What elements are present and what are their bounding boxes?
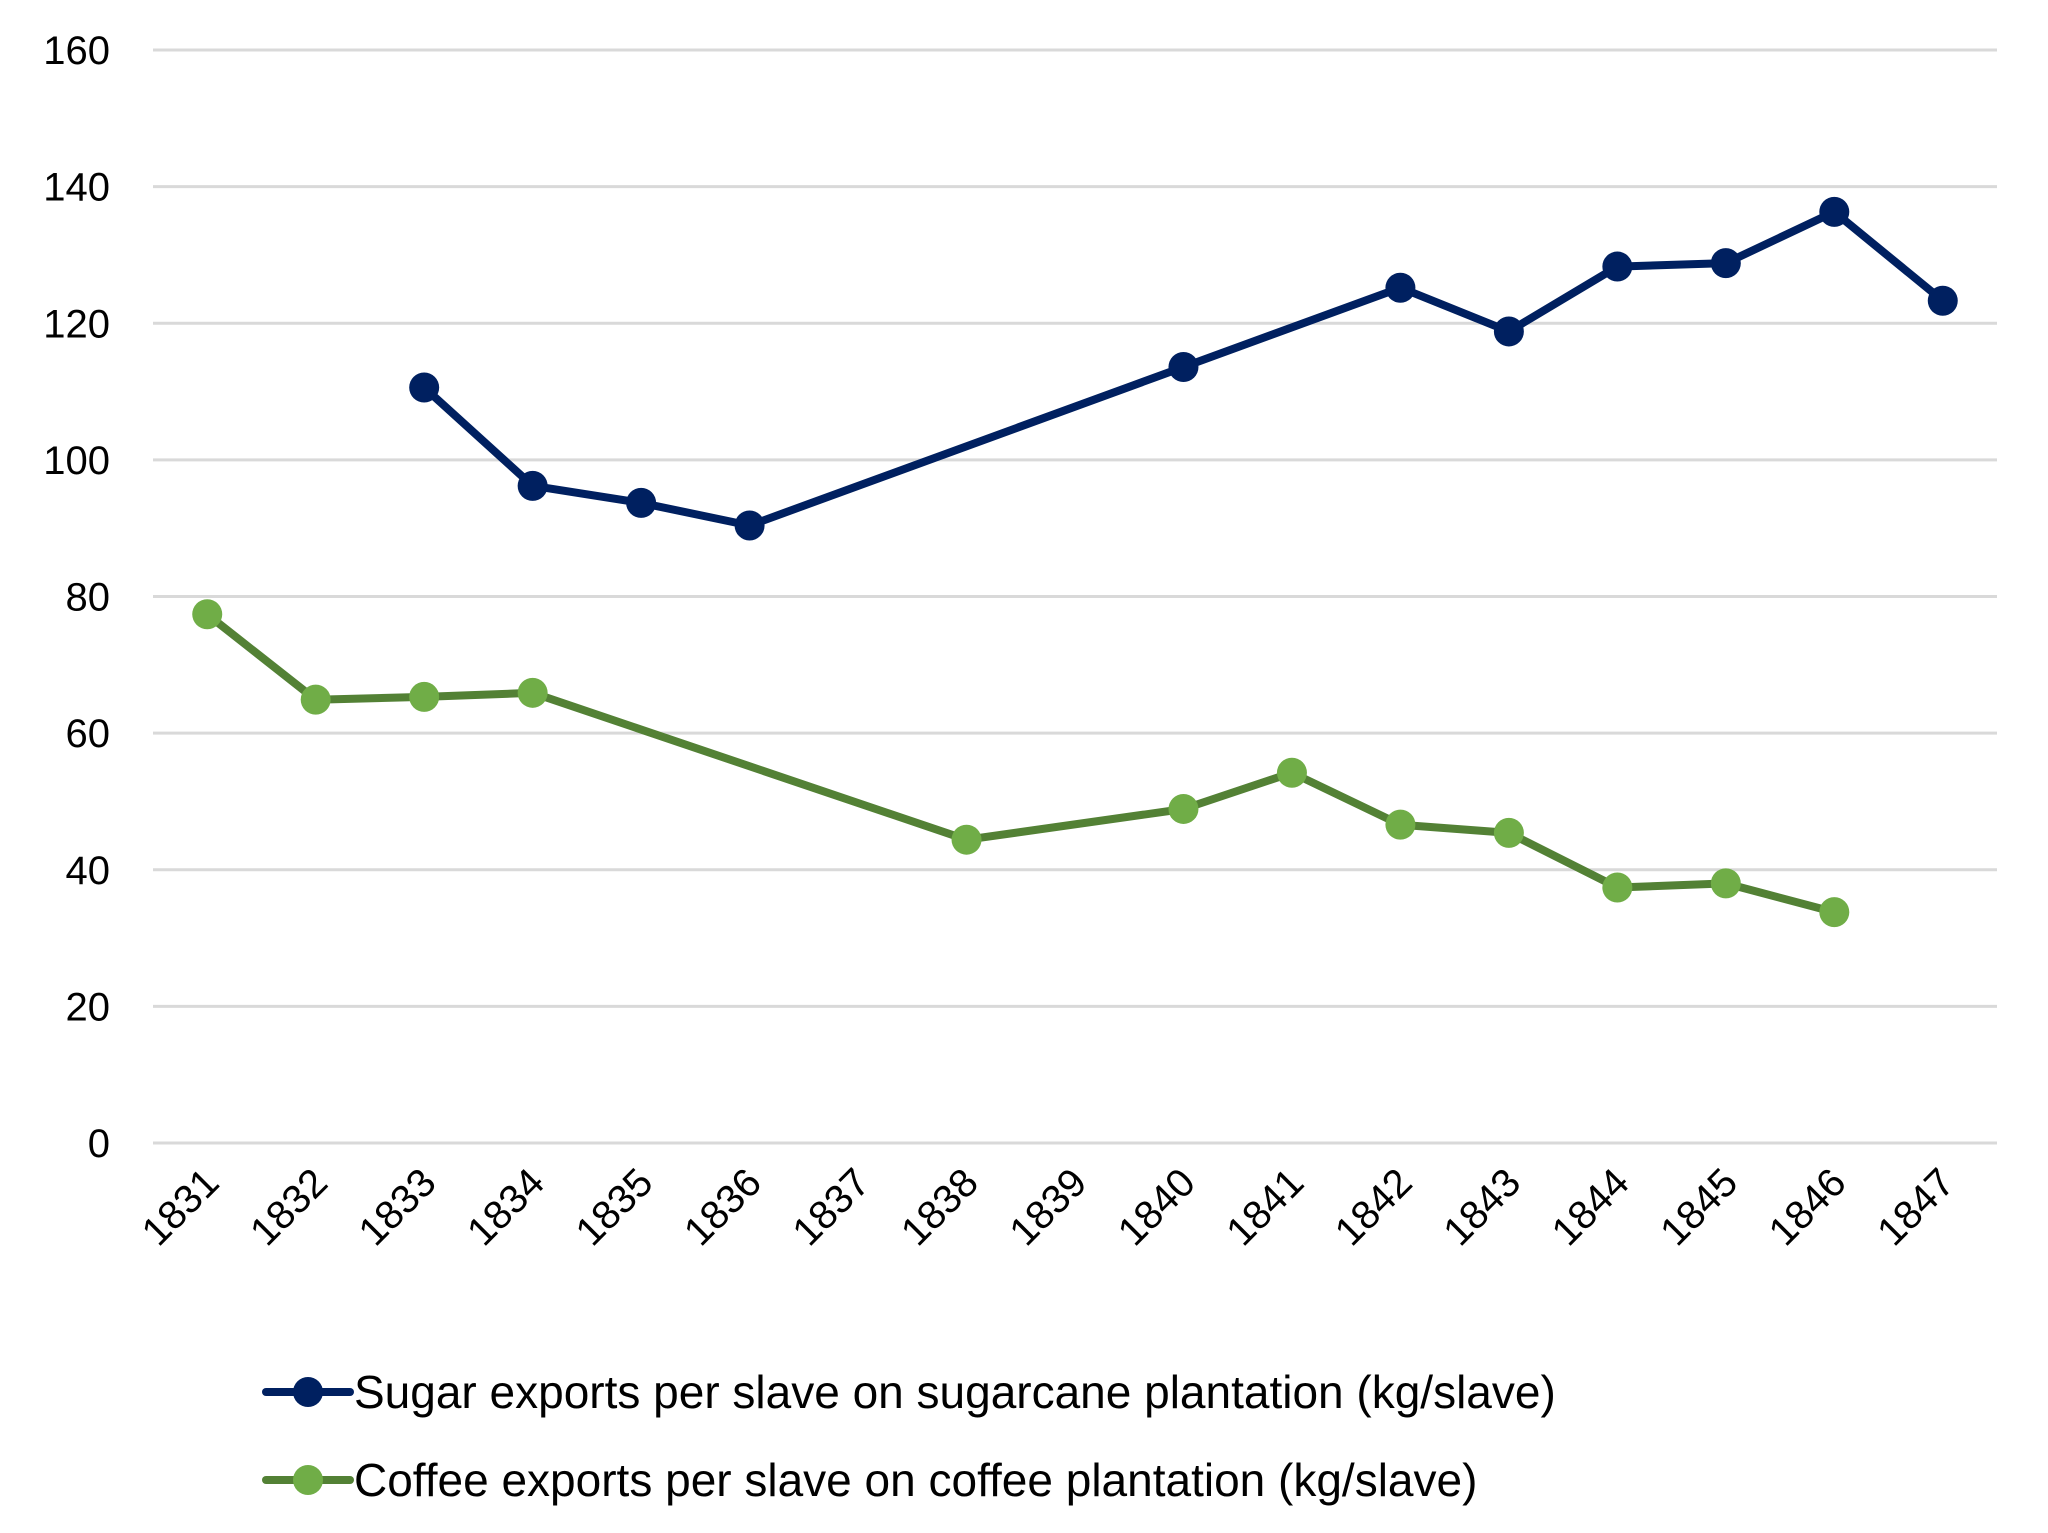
data-point[interactable] xyxy=(951,824,982,855)
legend-item-sugar[interactable]: Sugar exports per slave on sugarcane pla… xyxy=(262,1348,1556,1436)
legend-dot-coffee xyxy=(293,1465,323,1495)
data-point[interactable] xyxy=(1602,251,1633,282)
data-point[interactable] xyxy=(1710,248,1741,279)
x-tick-label: 1843 xyxy=(1435,1160,1529,1254)
data-point[interactable] xyxy=(734,510,765,541)
x-tick-label: 1840 xyxy=(1110,1160,1204,1254)
x-tick-label: 1844 xyxy=(1544,1160,1638,1254)
series-layer xyxy=(192,196,1958,928)
x-axis-tick-labels: 1831 1832 1833 1834 1835 1836 1837 1838 1839 1840… xyxy=(134,1160,1964,1254)
data-point[interactable] xyxy=(1493,817,1524,848)
x-tick-label: 1835 xyxy=(567,1160,661,1254)
x-tick-label: 1836 xyxy=(676,1160,770,1254)
data-point[interactable] xyxy=(1602,872,1633,903)
x-tick-label: 1838 xyxy=(893,1160,987,1254)
x-tick-label: 1841 xyxy=(1218,1160,1312,1254)
x-tick-label: 1842 xyxy=(1327,1160,1421,1254)
legend-marker-coffee-icon xyxy=(262,1460,354,1500)
y-tick-label: 60 xyxy=(66,712,111,756)
legend-dot-sugar xyxy=(293,1377,323,1407)
gridlines xyxy=(153,48,1997,1145)
x-tick-label: 1839 xyxy=(1001,1160,1095,1254)
data-point[interactable] xyxy=(626,487,657,518)
legend-marker-sugar-icon xyxy=(262,1372,354,1412)
y-tick-label: 0 xyxy=(88,1122,110,1166)
legend-label-coffee: Coffee exports per slave on coffee plant… xyxy=(354,1454,1478,1506)
series-line xyxy=(203,610,1839,917)
series-sugar xyxy=(409,196,1958,541)
data-point[interactable] xyxy=(1927,285,1958,316)
y-tick-label: 80 xyxy=(66,576,111,620)
series-coffee xyxy=(192,599,1850,928)
x-tick-label: 1834 xyxy=(459,1160,553,1254)
x-tick-label: 1847 xyxy=(1869,1160,1963,1254)
data-point[interactable] xyxy=(409,372,440,403)
data-point[interactable] xyxy=(192,599,223,630)
data-point[interactable] xyxy=(1493,316,1524,347)
y-tick-label: 20 xyxy=(66,985,111,1029)
x-tick-label: 1833 xyxy=(351,1160,445,1254)
data-point[interactable] xyxy=(1276,757,1307,788)
y-tick-label: 100 xyxy=(43,439,110,483)
legend-item-coffee[interactable]: Coffee exports per slave on coffee plant… xyxy=(262,1436,1556,1524)
data-point[interactable] xyxy=(1385,272,1416,303)
legend: Sugar exports per slave on sugarcane pla… xyxy=(262,1348,1556,1524)
data-point[interactable] xyxy=(1385,809,1416,840)
x-tick-label: 1845 xyxy=(1652,1160,1746,1254)
data-point[interactable] xyxy=(1819,897,1850,928)
data-point[interactable] xyxy=(1710,868,1741,899)
data-point[interactable] xyxy=(517,470,548,501)
data-point[interactable] xyxy=(409,681,440,712)
data-point[interactable] xyxy=(517,677,548,708)
legend-label-sugar: Sugar exports per slave on sugarcane pla… xyxy=(354,1366,1556,1418)
y-tick-label: 140 xyxy=(43,166,110,210)
y-tick-label: 120 xyxy=(43,302,110,346)
y-axis-tick-labels: 0 20 40 60 80 100 120 140 160 xyxy=(43,29,110,1166)
x-tick-label: 1831 xyxy=(134,1160,228,1254)
data-point[interactable] xyxy=(1168,793,1199,824)
x-tick-label: 1837 xyxy=(784,1160,878,1254)
data-point[interactable] xyxy=(1168,351,1199,382)
data-point[interactable] xyxy=(300,684,331,715)
x-tick-label: 1846 xyxy=(1761,1160,1855,1254)
x-tick-label: 1832 xyxy=(242,1160,336,1254)
y-tick-label: 160 xyxy=(43,29,110,73)
data-point[interactable] xyxy=(1819,196,1850,227)
y-tick-label: 40 xyxy=(66,849,111,893)
